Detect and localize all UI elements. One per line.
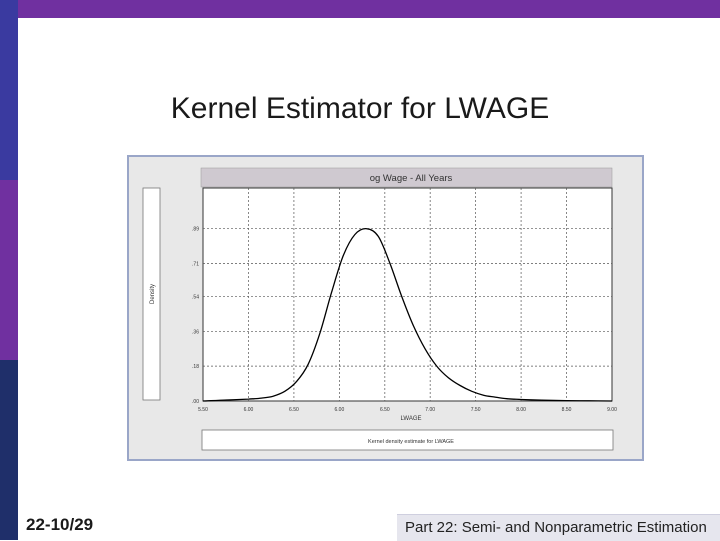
y-axis-label: Density bbox=[150, 284, 156, 304]
x-axis-label: LWAGE bbox=[400, 416, 421, 422]
y-tick-label: .71 bbox=[192, 262, 199, 268]
sidebar-block-bottom bbox=[0, 360, 18, 540]
x-tick-label: 7.00 bbox=[425, 407, 435, 413]
slide-number: 22-10/29 bbox=[26, 515, 94, 534]
chart-title-bar bbox=[200, 167, 613, 188]
x-tick-label: 5.50 bbox=[198, 407, 208, 413]
sidebar-block-top bbox=[0, 0, 18, 180]
top-bar bbox=[0, 0, 720, 18]
x-tick-label: 6.00 bbox=[335, 407, 345, 413]
x-tick-label: 8.50 bbox=[562, 407, 572, 413]
density-chart: og Wage - All Years Density .00 .18 .36 .54… bbox=[142, 167, 617, 451]
chart-figure: og Wage - All Years Density .00 .18 .36 .54… bbox=[127, 155, 644, 461]
x-tick-label: 8.00 bbox=[516, 407, 526, 413]
slide-title: Kernel Estimator for LWAGE bbox=[170, 92, 550, 125]
x-tick-label: 9.00 bbox=[607, 407, 617, 413]
y-tick-label: .89 bbox=[192, 227, 199, 233]
sidebar bbox=[0, 0, 18, 540]
x-tick-label: 6.50 bbox=[380, 407, 390, 413]
y-tick-label: .00 bbox=[192, 399, 199, 405]
y-ticks: .00 .18 .36 .54 .71 .89 bbox=[192, 227, 199, 405]
grid bbox=[203, 188, 612, 401]
x-tick-label: 6.00 bbox=[244, 407, 254, 413]
y-tick-label: .36 bbox=[192, 329, 199, 335]
y-tick-label: .54 bbox=[192, 294, 199, 300]
plot-area bbox=[202, 187, 613, 402]
footer-box: Part 22: Semi- and Nonparametric Estimat… bbox=[397, 514, 720, 541]
x-ticks: 5.50 6.00 6.50 6.00 6.50 7.00 7.50 8.00 8.50 9.00 bbox=[198, 407, 617, 413]
x-tick-label: 6.50 bbox=[289, 407, 299, 413]
x-tick-label: 7.50 bbox=[471, 407, 481, 413]
ylabel-box bbox=[142, 187, 161, 401]
chart-title: og Wage - All Years bbox=[370, 173, 453, 184]
sidebar-block-middle bbox=[0, 180, 18, 360]
y-tick-label: .18 bbox=[192, 364, 199, 370]
footer-text: Part 22: Semi- and Nonparametric Estimat… bbox=[405, 519, 707, 536]
legend-text: Kernel density estimate for LWAGE bbox=[368, 439, 454, 445]
legend-box bbox=[201, 429, 614, 451]
density-curve bbox=[202, 228, 613, 402]
